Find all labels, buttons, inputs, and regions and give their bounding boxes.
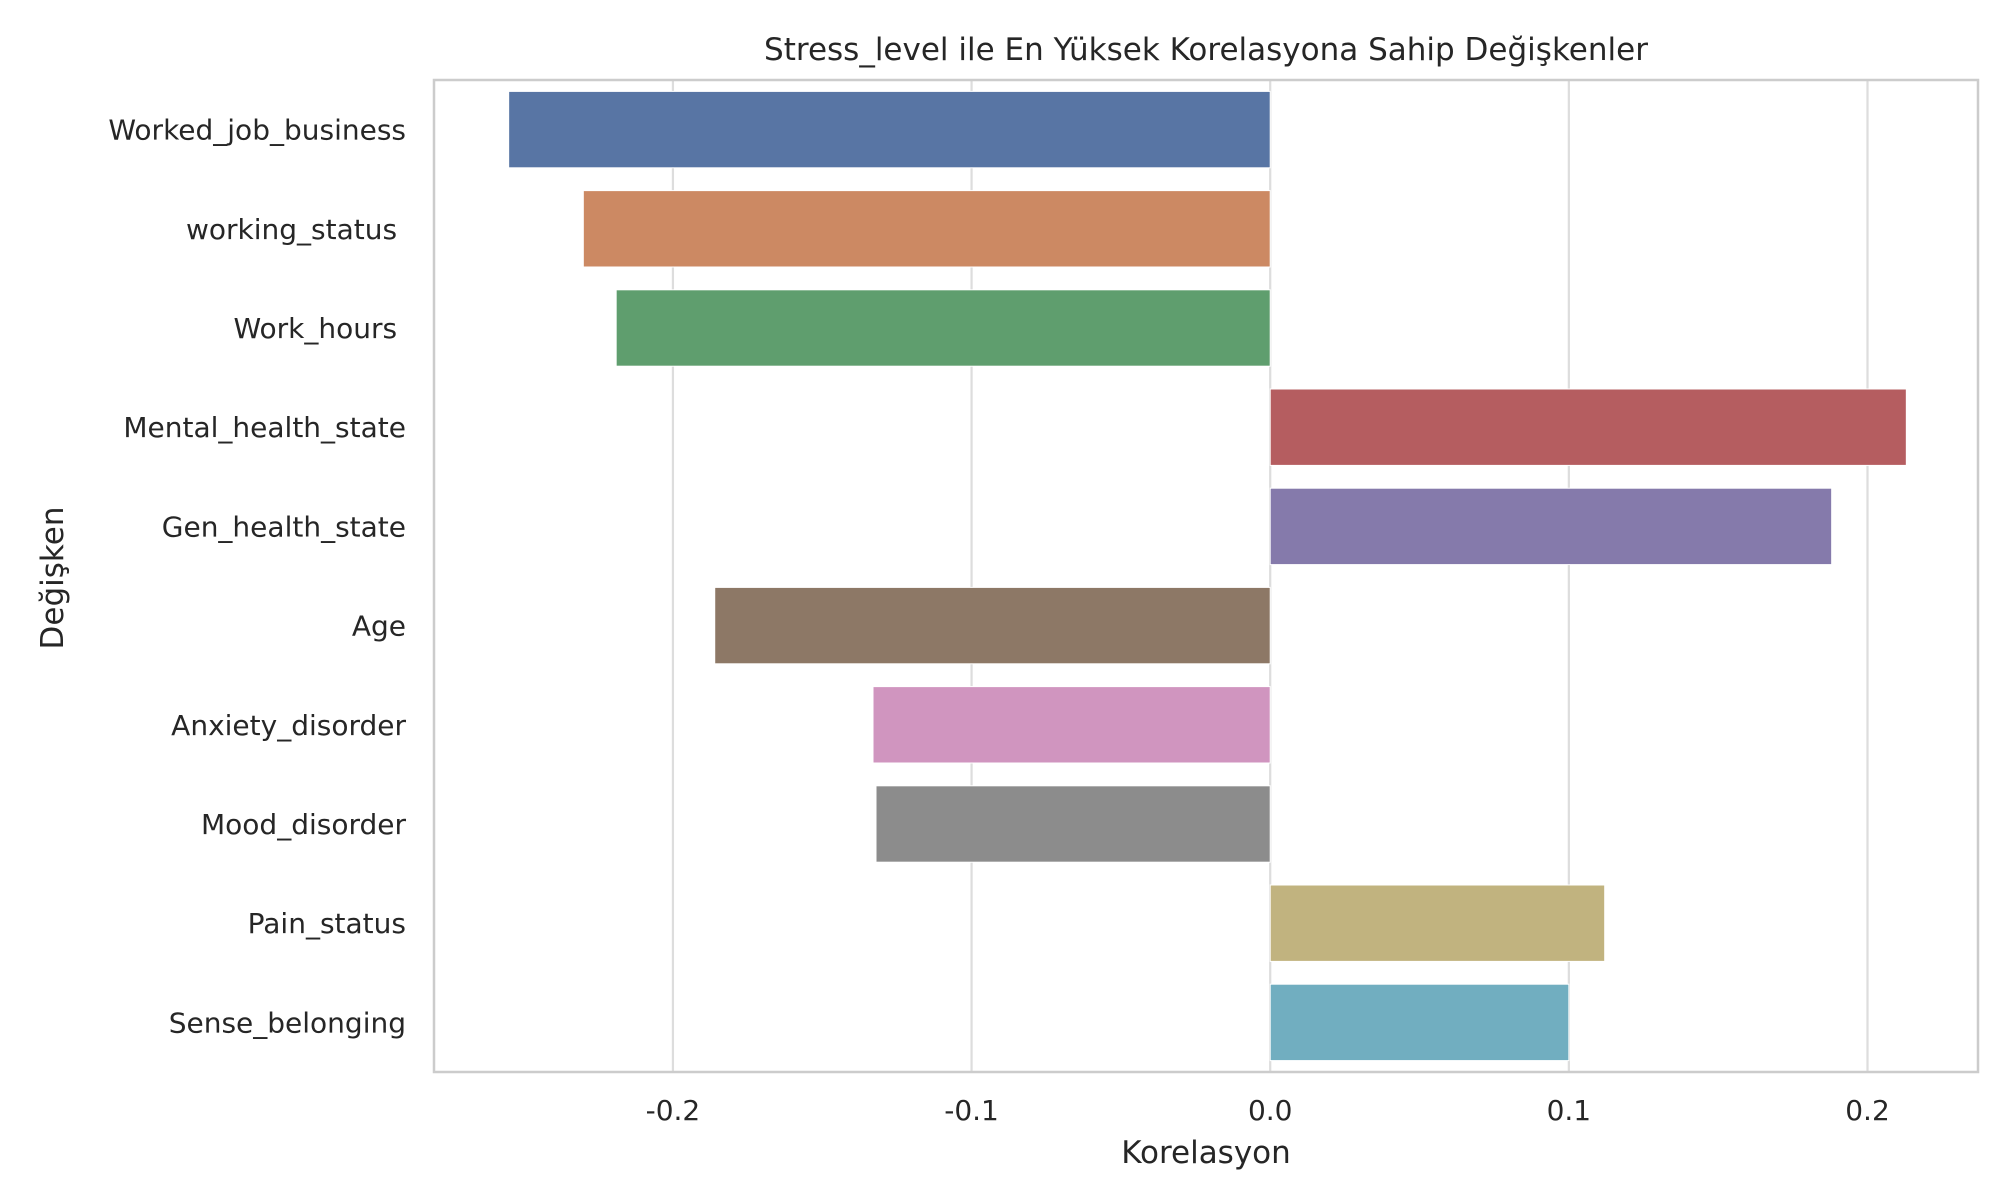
y-tick-label: Age xyxy=(352,610,406,643)
bar xyxy=(875,785,1271,863)
x-tick-label: 0.2 xyxy=(1845,1094,1890,1127)
bars xyxy=(508,90,1907,1062)
y-tick-labels: Worked_job_business working_status Work_h… xyxy=(108,114,406,1040)
bar xyxy=(1269,388,1907,466)
y-tick-label: Gen_health_state xyxy=(162,510,406,543)
y-axis-title: Değişken xyxy=(35,507,71,650)
y-tick-label: Pain_status xyxy=(248,907,406,940)
y-tick-label: Mood_disorder xyxy=(201,808,406,841)
x-axis-title: Korelasyon xyxy=(1121,1135,1291,1171)
y-tick-label: Mental_health_state xyxy=(123,411,406,444)
bar xyxy=(1269,487,1833,566)
y-tick-label: working_status xyxy=(186,213,406,246)
bar xyxy=(1269,884,1606,962)
bar xyxy=(508,90,1271,169)
x-tick-label: 0.0 xyxy=(1248,1094,1293,1127)
y-tick-label: Sense_belonging xyxy=(169,1006,406,1039)
bar xyxy=(615,289,1271,367)
x-tick-label: -0.2 xyxy=(646,1094,701,1127)
y-tick-label: Work_hours xyxy=(233,312,406,345)
bar xyxy=(714,586,1271,665)
y-tick-label: Worked_job_business xyxy=(108,114,406,147)
y-tick-label: Anxiety_disorder xyxy=(171,709,406,742)
bar xyxy=(582,190,1271,268)
x-tick-label: 0.1 xyxy=(1547,1094,1592,1127)
bar xyxy=(1269,983,1570,1062)
chart-title: Stress_level ile En Yüksek Korelasyona S… xyxy=(764,32,1648,68)
x-tick-label: -0.1 xyxy=(944,1094,999,1127)
plot-frame xyxy=(432,78,1980,1074)
bar xyxy=(872,686,1271,764)
x-tick-labels: -0.2 -0.1 0.0 0.1 0.2 xyxy=(646,1094,1890,1127)
